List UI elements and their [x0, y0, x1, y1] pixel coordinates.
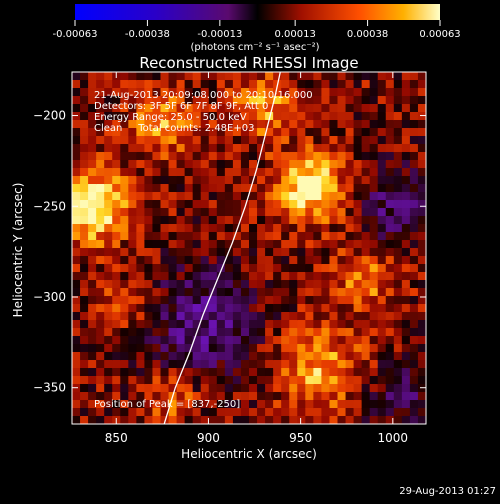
- plot-frame: [71, 71, 427, 425]
- chart-title: Reconstructed RHESSI Image: [139, 54, 358, 72]
- x-tick-label: 1000: [378, 431, 409, 445]
- y-tick-label: −300: [33, 290, 66, 304]
- x-tick-label: 950: [289, 431, 312, 445]
- annotation-peak-position: Position of Peak = [837,-250]: [94, 399, 240, 410]
- colorbar-tick-label: -0.00063: [53, 29, 98, 40]
- x-axis-label: Heliocentric X (arcsec): [181, 447, 317, 461]
- colorbar-tick-label: 0.00013: [274, 29, 315, 40]
- y-tick-label: −250: [33, 199, 66, 213]
- annotation-detectors: Detectors: 3F 5F 6F 7F 8F 9F, Att 0: [94, 101, 268, 112]
- colorbar-tick-label: -0.00038: [125, 29, 170, 40]
- colorbar-tick-label: -0.00013: [197, 29, 242, 40]
- axis-ticks: 850 900 950 1000 −200 −250 −300 −350: [33, 72, 426, 445]
- footer-timestamp: 29-Aug-2013 01:27: [399, 486, 496, 497]
- x-tick-label: 900: [197, 431, 220, 445]
- annotation-time-range: 21-Aug-2013 20:09:08.000 to 20:10:16.000: [94, 90, 313, 101]
- colorbar: [75, 4, 440, 20]
- heatmap-image: [72, 72, 426, 424]
- colorbar-tick-label: 0.00063: [419, 29, 460, 40]
- annotation-total-counts: Clean Total counts: 2.48E+03: [94, 123, 254, 134]
- solar-limb-line: [163, 72, 281, 424]
- colorbar-unit-label: (photons cm⁻² s⁻¹ asec⁻²): [190, 42, 319, 53]
- y-axis-label: Heliocentric Y (arcsec): [11, 183, 25, 318]
- y-tick-label: −350: [33, 381, 66, 395]
- colorbar-ticks: -0.00063 -0.00038 -0.00013 0.00013 0.00038 0.…: [53, 20, 461, 40]
- annotation-energy-range: Energy Range: 25.0 - 50.0 keV: [94, 112, 247, 123]
- y-tick-label: −200: [33, 109, 66, 123]
- x-tick-label: 850: [105, 431, 128, 445]
- colorbar-tick-label: 0.00038: [347, 29, 388, 40]
